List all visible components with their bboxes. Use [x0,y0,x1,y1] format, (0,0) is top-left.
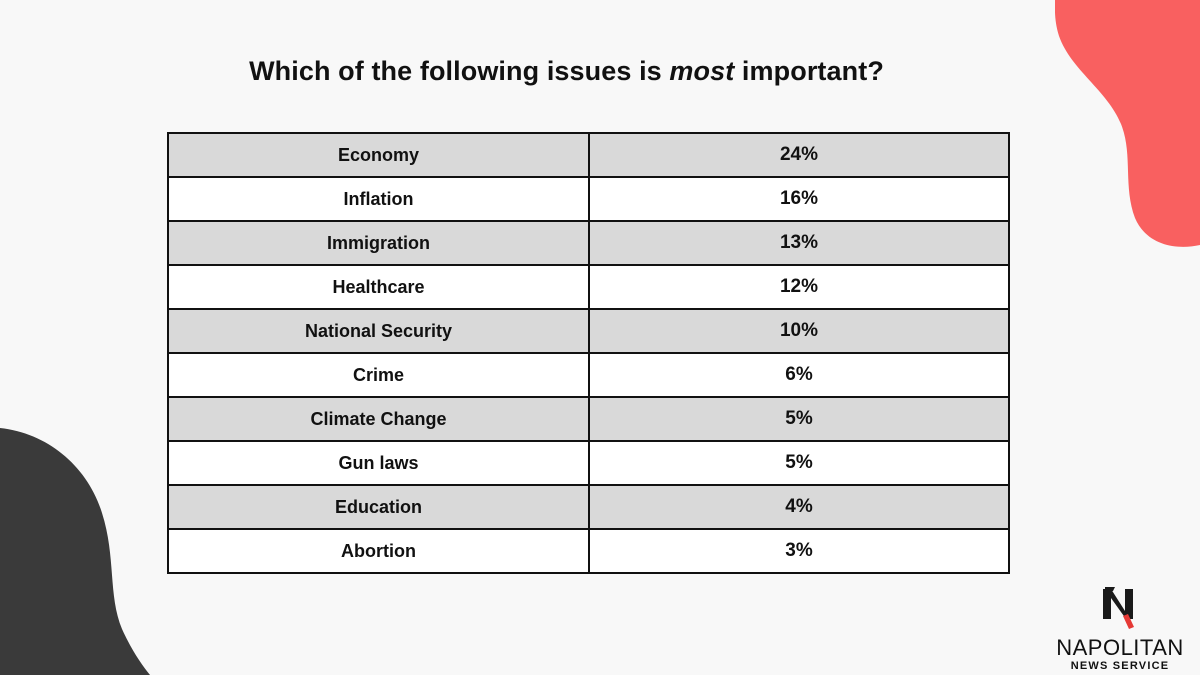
table-row: National Security 10% [167,308,1010,354]
napolitan-logo: NAPOLITAN NEWS SERVICE [1045,585,1195,673]
logo-name: NAPOLITAN [1056,635,1184,660]
issue-percent: 24% [588,132,1010,178]
issue-label: Education [167,484,590,530]
issue-percent: 6% [588,352,1010,398]
table-row: Healthcare 12% [167,264,1010,310]
issue-label: Gun laws [167,440,590,486]
decorative-dark-blob [0,428,150,675]
issue-label: National Security [167,308,590,354]
title-emphasis: most [669,56,735,86]
table-row: Education 4% [167,484,1010,530]
issue-percent: 5% [588,396,1010,442]
table-row: Abortion 3% [167,528,1010,574]
issue-label: Immigration [167,220,590,266]
issues-table: Economy 24% Inflation 16% Immigration 13% Heal… [167,132,1010,574]
issue-percent: 12% [588,264,1010,310]
issue-percent: 3% [588,528,1010,574]
decorative-red-blob [1055,0,1200,247]
issue-label: Abortion [167,528,590,574]
title-text-after: important? [734,56,884,86]
issue-label: Crime [167,352,590,398]
issue-percent: 5% [588,440,1010,486]
table-row: Economy 24% [167,132,1010,178]
napolitan-n-logo-icon [1103,587,1134,629]
issue-percent: 10% [588,308,1010,354]
issue-percent: 16% [588,176,1010,222]
issue-label: Climate Change [167,396,590,442]
table-row: Gun laws 5% [167,440,1010,486]
table-row: Inflation 16% [167,176,1010,222]
issue-label: Inflation [167,176,590,222]
title-text-before: Which of the following issues is [249,56,670,86]
logo-subtitle: NEWS SERVICE [1070,660,1170,672]
table-row: Climate Change 5% [167,396,1010,442]
page-title: Which of the following issues is most im… [0,56,1133,87]
issue-label: Economy [167,132,590,178]
issue-percent: 4% [588,484,1010,530]
issue-label: Healthcare [167,264,590,310]
table-row: Immigration 13% [167,220,1010,266]
table-row: Crime 6% [167,352,1010,398]
issues-table-body: Economy 24% Inflation 16% Immigration 13% Heal… [167,132,1010,574]
issue-percent: 13% [588,220,1010,266]
